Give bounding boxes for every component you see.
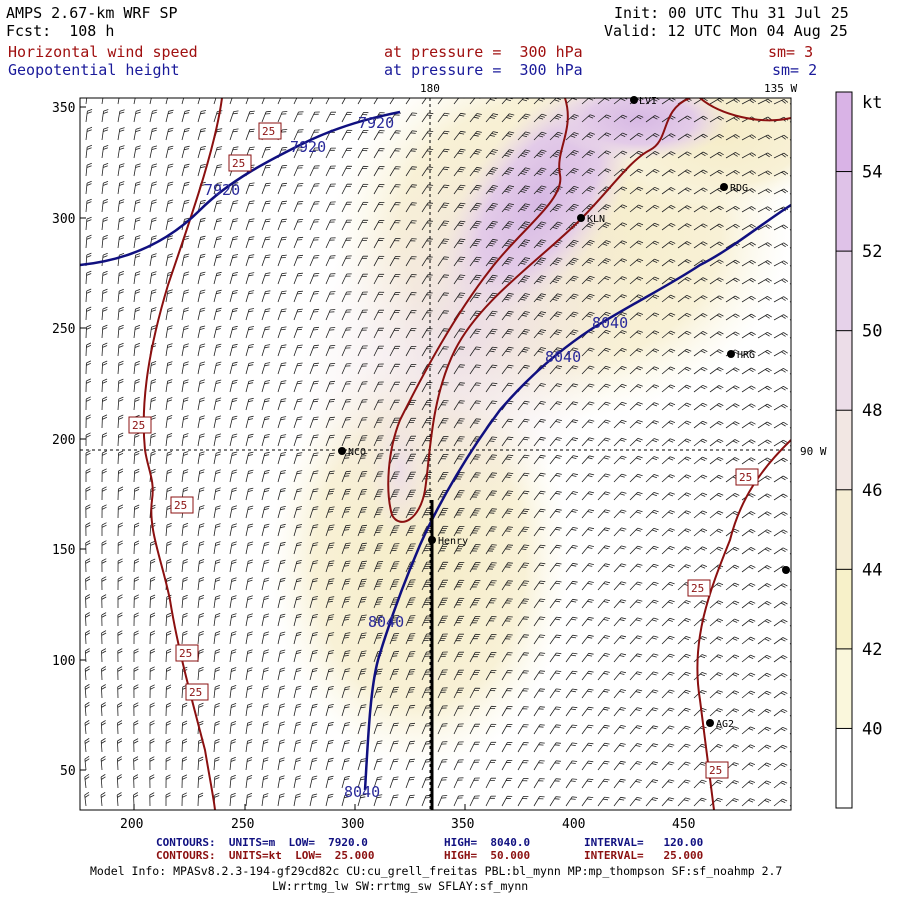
speed-label: 25: [174, 499, 187, 512]
height-label: 7920: [290, 138, 326, 156]
footer-speed-high: HIGH= 50.000: [444, 849, 531, 862]
footer-speed-contours: CONTOURS: UNITS=kt LOW= 25.000: [156, 849, 375, 862]
colorbar-tick-label: 40: [862, 719, 882, 739]
y-tick-label: 300: [52, 212, 75, 227]
footer-height-high: HIGH= 8040.0: [444, 836, 531, 849]
speed-label: 25: [232, 157, 245, 170]
field2-name: Geopotential height: [8, 61, 180, 79]
lon-label-180: 180: [420, 82, 440, 95]
colorbar-bin: [836, 648, 852, 729]
speed-labels: 25 25 25 25 25 25 25 25 25: [128, 122, 759, 779]
wind-barbs: [84, 98, 791, 807]
height-label: 8040: [344, 783, 380, 801]
speed-label: 25: [739, 471, 752, 484]
field1-level: at pressure = 300 hPa: [384, 43, 583, 61]
colorbar-tick-label: 42: [862, 640, 882, 660]
x-tick-label: 200: [120, 817, 143, 832]
colorbar-bin: [836, 330, 852, 411]
stations: LVI RDG KLN HRG NCO Henry AG2: [338, 96, 790, 730]
x-axis-labels: 200 250 300 350 400 450: [120, 817, 695, 832]
station-marker: [428, 536, 436, 544]
colorbar-tick-label: 48: [862, 401, 882, 421]
height-label: 8040: [545, 348, 581, 366]
colorbar-bin: [836, 251, 852, 331]
y-tick-label: 150: [52, 543, 75, 558]
colorbar-tick-label: 44: [862, 560, 882, 580]
y-tick-label: 200: [52, 433, 75, 448]
map-title: AMPS 2.67-km WRF SP: [6, 4, 178, 22]
colorbar-tick-label: 54: [862, 163, 882, 183]
y-axis-labels: 350 300 250 200 150 100 50: [52, 101, 76, 779]
height-label: 8040: [368, 613, 404, 631]
colorbar-ticks: 54 52 50 48 46 44 42 40: [862, 163, 882, 740]
station-marker: [782, 566, 790, 574]
speed-label: 25: [189, 686, 202, 699]
height-labels: 7920 7920 7920 8040 8040 8040 8040: [204, 114, 628, 801]
station-label: RDG: [730, 183, 748, 194]
valid-time: Valid: 12 UTC Mon 04 Aug 25: [604, 22, 848, 40]
field2-smoothing: sm= 2: [772, 61, 818, 79]
speed-label: 25: [709, 764, 722, 777]
station-label: LVI: [639, 96, 657, 107]
station-label: NCO: [348, 447, 366, 458]
y-tick-label: 350: [52, 101, 75, 116]
init-time: Init: 00 UTC Thu 31 Jul 25: [614, 4, 849, 22]
colorbar-bin: [836, 489, 852, 570]
longitude-labels: 180 135 W 90 W: [420, 82, 827, 458]
station-label: Henry: [438, 536, 468, 547]
colorbar-tick-label: 46: [862, 481, 882, 501]
colorbar-tick-label: 50: [862, 322, 882, 342]
height-label: 7920: [358, 114, 394, 132]
station-marker: [630, 96, 638, 104]
height-label: 8040: [592, 314, 628, 332]
station-label: HRG: [737, 350, 755, 361]
lon-label-90w: 90 W: [800, 445, 827, 458]
station-label: AG2: [716, 719, 734, 730]
colorbar-bin: [836, 410, 852, 490]
speed-label: 25: [691, 582, 704, 595]
station-marker: [720, 183, 728, 191]
station-marker: [338, 447, 346, 455]
x-tick-label: 300: [341, 817, 364, 832]
footer-height-interval: INTERVAL= 120.00: [584, 836, 704, 849]
colorbar-bin: [836, 92, 852, 172]
geopotential-contours: [80, 110, 791, 791]
x-tick-label: 450: [672, 817, 695, 832]
y-tick-label: 50: [60, 764, 76, 779]
speed-label: 25: [132, 419, 145, 432]
height-label: 7920: [204, 181, 240, 199]
speed-label: 25: [179, 647, 192, 660]
y-tick-label: 100: [52, 654, 75, 669]
wind-barb-set: [84, 98, 791, 807]
station-marker: [727, 350, 735, 358]
x-tick-label: 250: [231, 817, 254, 832]
colorbar-tick-label: 52: [862, 242, 882, 262]
field1-name: Horizontal wind speed: [8, 43, 198, 61]
colorbar-bin: [836, 171, 852, 252]
station-marker: [577, 214, 585, 222]
station-marker: [706, 719, 714, 727]
plot-frame: [79, 97, 792, 811]
station-label: KLN: [587, 214, 605, 225]
axis-ticks: [80, 106, 466, 810]
colorbar-unit: kt: [862, 93, 882, 113]
speed-label: 25: [262, 125, 275, 138]
field1-smoothing: sm= 3: [768, 43, 814, 61]
footer-model-info-2: LW:rrtmg_lw SW:rrtmg_sw SFLAY:sf_mynn: [272, 879, 529, 893]
colorbar: [835, 91, 853, 809]
forecast-hour: Fcst: 108 h: [6, 22, 115, 40]
x-tick-label: 400: [562, 817, 585, 832]
lon-label-135w: 135 W: [764, 82, 797, 95]
x-tick-label: 350: [451, 817, 474, 832]
footer-height-contours: CONTOURS: UNITS=m LOW= 7920.0: [156, 836, 368, 849]
colorbar-bin: [836, 569, 852, 649]
colorbar-bin: [836, 728, 852, 808]
footer-model-info: Model Info: MPASv8.2.3-194-gf29cd82c CU:…: [90, 864, 783, 878]
y-tick-label: 250: [52, 322, 75, 337]
footer-speed-interval: INTERVAL= 25.000: [584, 849, 704, 862]
wind-speed-contours: [142, 98, 791, 810]
field2-level: at pressure = 300 hPa: [384, 61, 583, 79]
